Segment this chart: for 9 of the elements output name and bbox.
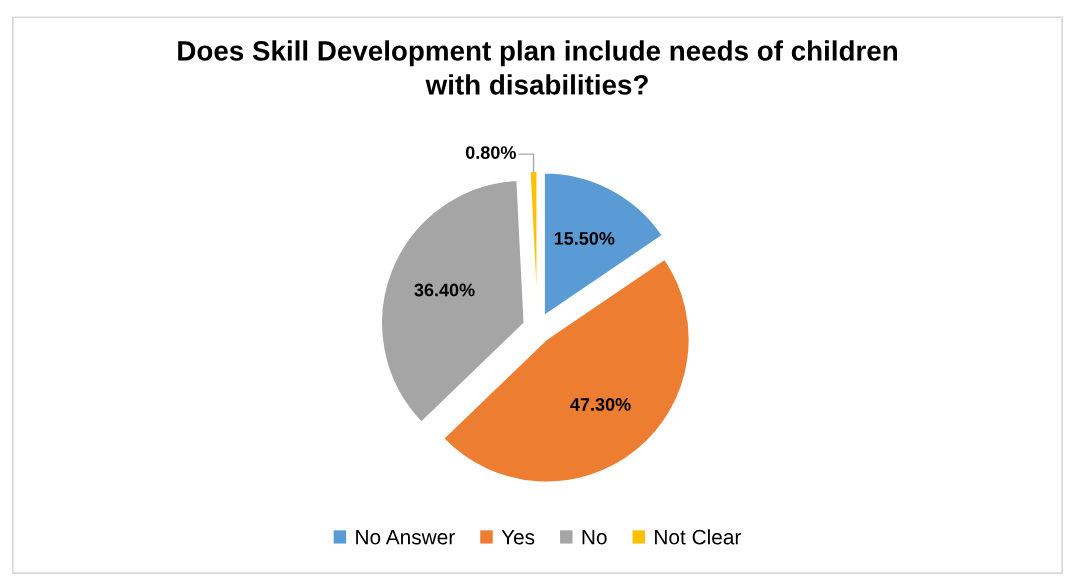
data-label: 36.40% bbox=[414, 283, 475, 297]
data-label: 0.80% bbox=[465, 146, 516, 159]
legend-label: Not Clear bbox=[655, 529, 741, 545]
chart-title: Does Skill Development plan include needs of children with disabilities? bbox=[178, 40, 897, 95]
legend-label: No bbox=[582, 529, 607, 545]
data-label: 47.30% bbox=[570, 398, 631, 411]
legend-label: Yes bbox=[501, 529, 535, 545]
data-label: 15.50% bbox=[554, 232, 615, 245]
legend-label: No Answer bbox=[356, 529, 455, 545]
